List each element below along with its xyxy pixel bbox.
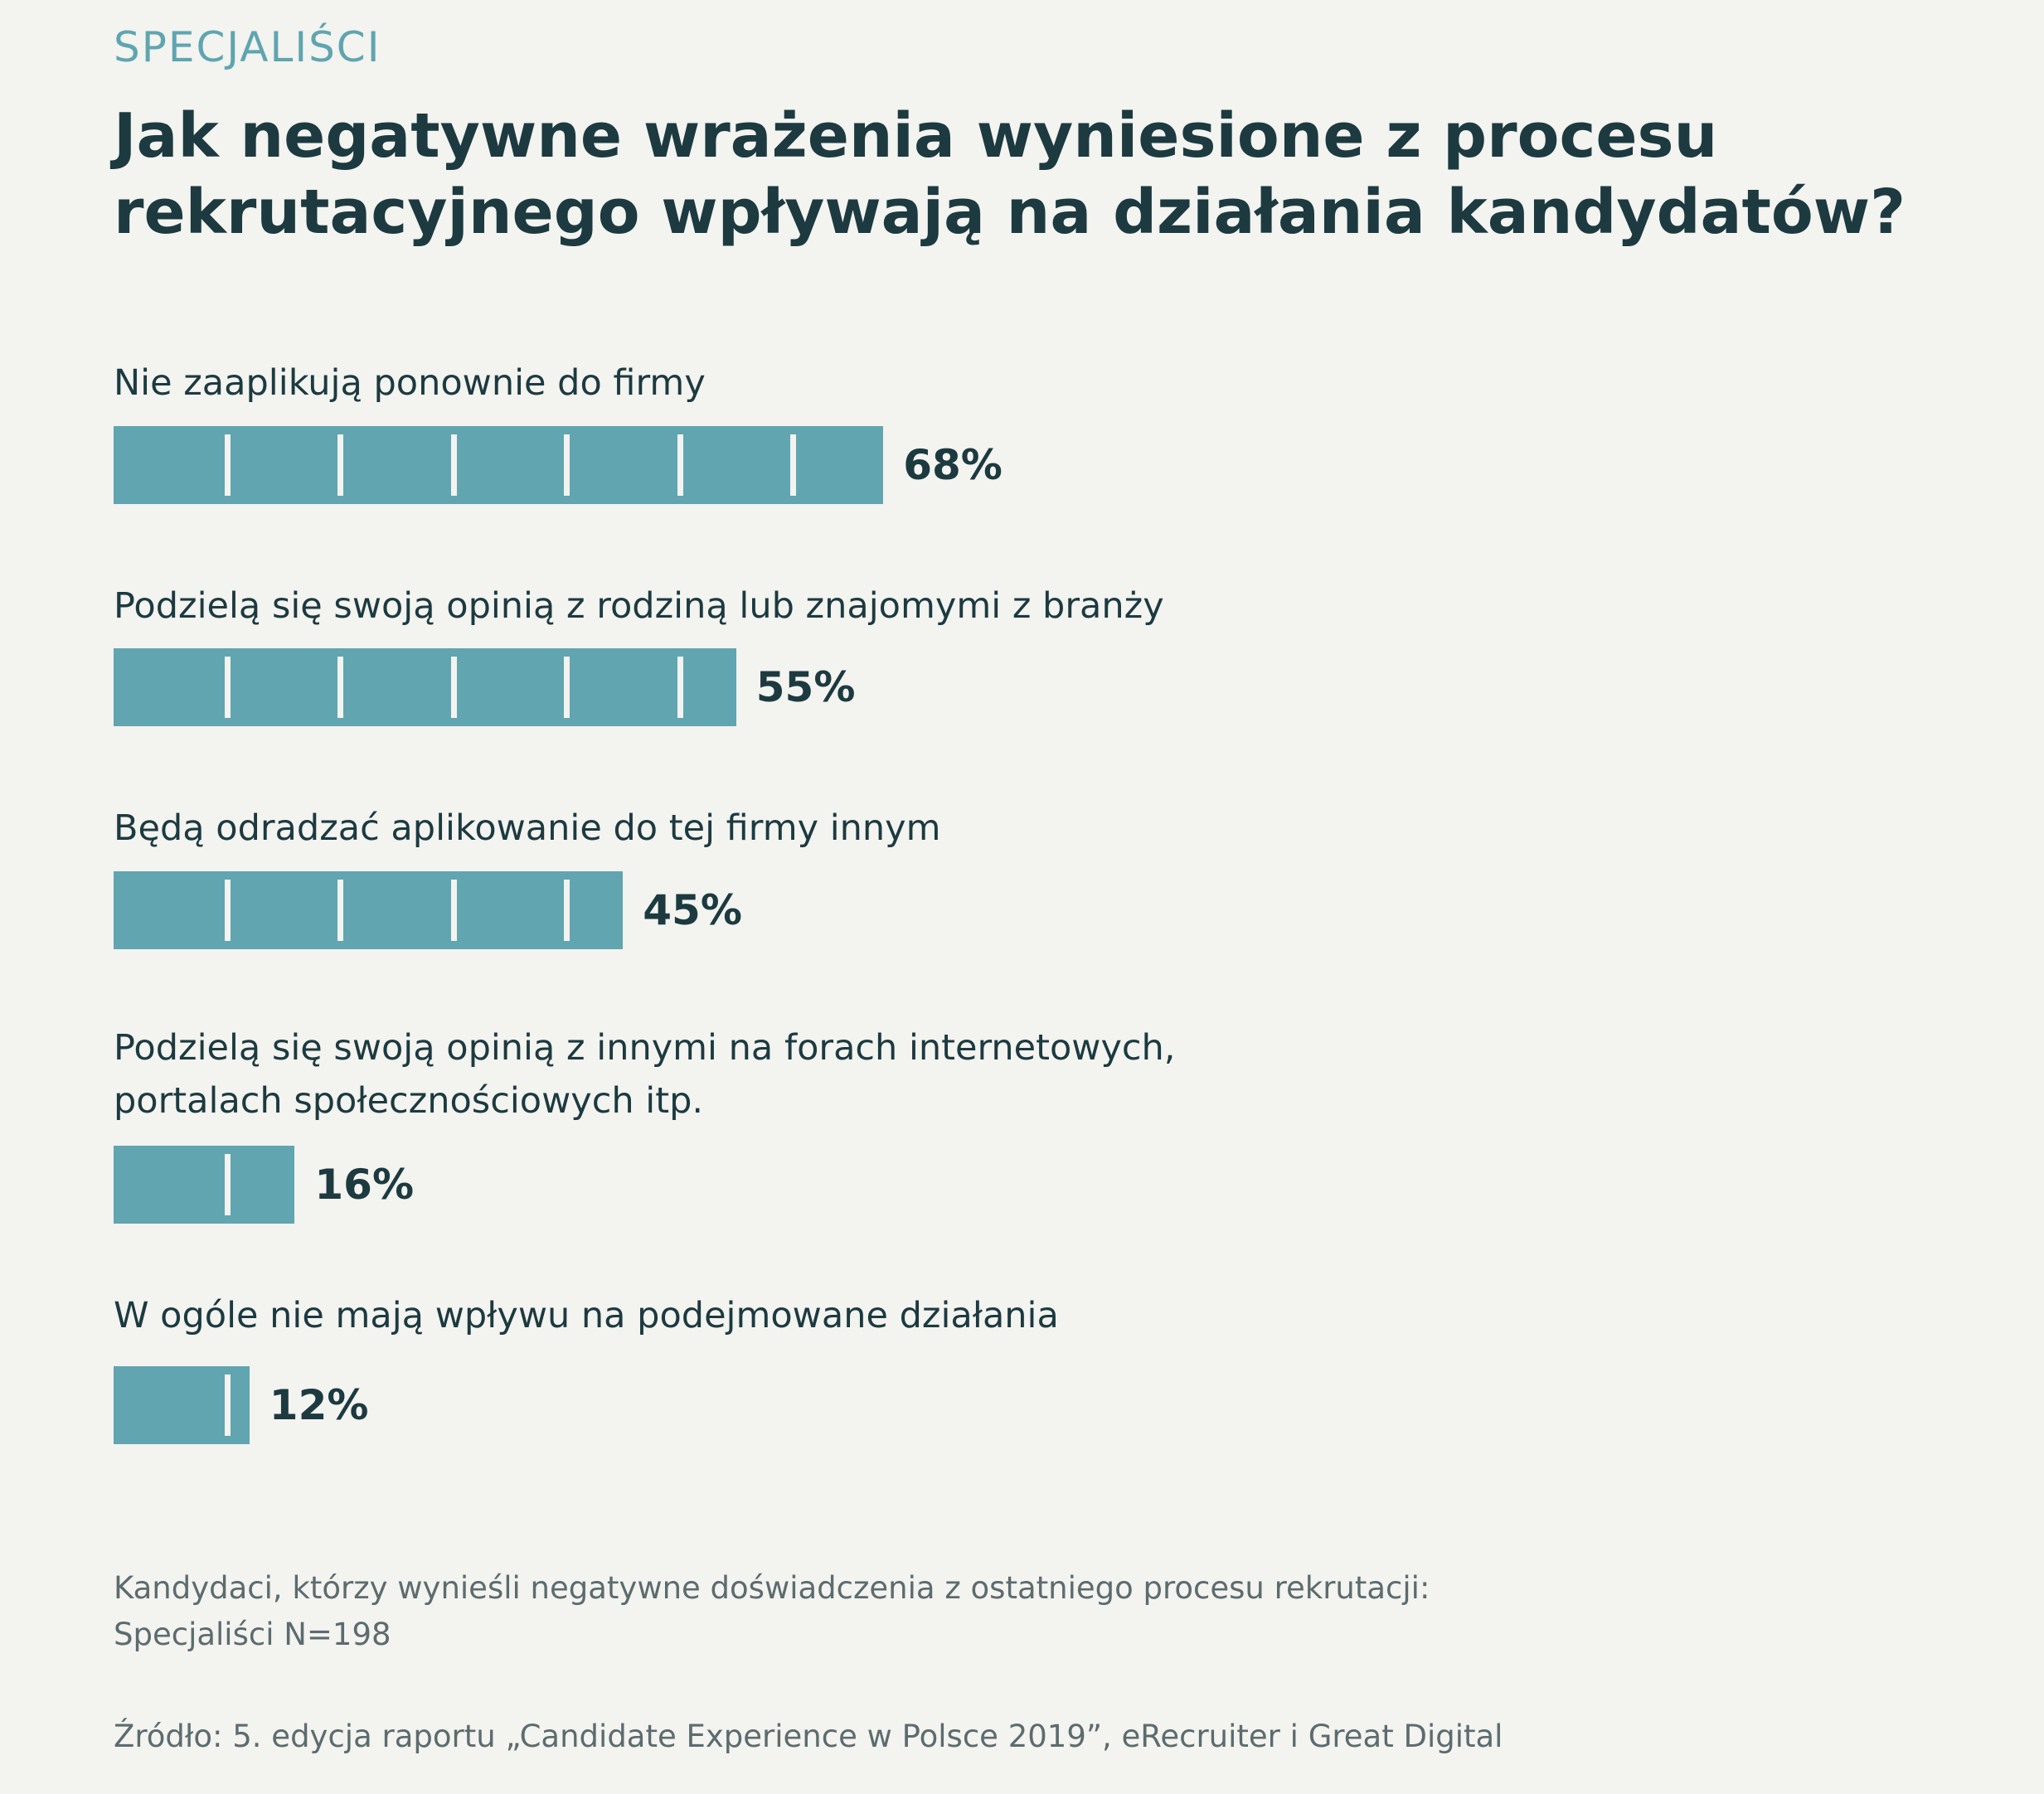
data-label: 55% [755, 663, 856, 711]
bar [114, 426, 884, 504]
data-label: 68% [903, 441, 1003, 489]
category-label-line: Podzielą się swoją opinią z rodziną lub … [114, 585, 1164, 627]
bar-tick [450, 434, 457, 496]
bar-tick [337, 434, 343, 496]
section-eyebrow: SPECJALIŚCI [114, 23, 381, 71]
bar [114, 1146, 295, 1224]
sample-note-line: Kandydaci, którzy wynieśli negatywne doś… [114, 1570, 1430, 1606]
bar-tick [564, 434, 570, 496]
chart-title: Jak negatywne wrażenia wyniesione z proc… [114, 98, 1938, 250]
bar-tick [450, 880, 457, 941]
bar-tick [224, 1375, 231, 1436]
bar-tick [224, 657, 231, 718]
data-label: 45% [643, 886, 742, 934]
sample-note: Kandydaci, którzy wynieśli negatywne doś… [114, 1565, 1430, 1658]
bar-tick [790, 434, 796, 496]
bar-tick [450, 657, 457, 718]
bar-tick [677, 434, 683, 496]
bar-tick [224, 434, 231, 496]
category-label-line: portalach społecznościowych itp. [114, 1080, 704, 1122]
category-label: Podzielą się swoją opinią z innymi na fo… [114, 1021, 1175, 1127]
category-label: Nie zaaplikują ponownie do firmy [114, 356, 706, 410]
category-label-line: Nie zaaplikują ponownie do firmy [114, 362, 706, 404]
category-label: W ogóle nie mają wpływu na podejmowane d… [114, 1289, 1059, 1342]
bar-tick [337, 657, 343, 718]
bar-tick [224, 1154, 231, 1215]
bar-tick [564, 880, 570, 941]
chart-title-line: rekrutacyjnego wpływają na działania kan… [114, 177, 1906, 248]
bar-tick [337, 880, 343, 941]
sample-note-line: Specjaliści N=198 [114, 1617, 391, 1652]
bar-tick [224, 880, 231, 941]
category-label-line: Będą odradzać aplikowanie do tej firmy i… [114, 807, 941, 849]
bar [114, 1366, 250, 1444]
data-label: 12% [269, 1381, 369, 1429]
bar [114, 648, 736, 726]
bar [114, 871, 624, 949]
category-label-line: W ogóle nie mają wpływu na podejmowane d… [114, 1295, 1059, 1336]
chart-title-line: Jak negatywne wrażenia wyniesione z proc… [114, 100, 1718, 172]
category-label-line: Podzielą się swoją opinią z innymi na fo… [114, 1027, 1176, 1069]
bar-tick [564, 657, 570, 718]
source-note: Źródło: 5. edycja raportu „Candidate Exp… [114, 1719, 1503, 1754]
category-label: Będą odradzać aplikowanie do tej firmy i… [114, 802, 940, 855]
data-label: 16% [314, 1161, 415, 1209]
bar-tick [677, 657, 683, 718]
category-label: Podzielą się swoją opinią z rodziną lub … [114, 579, 1164, 633]
